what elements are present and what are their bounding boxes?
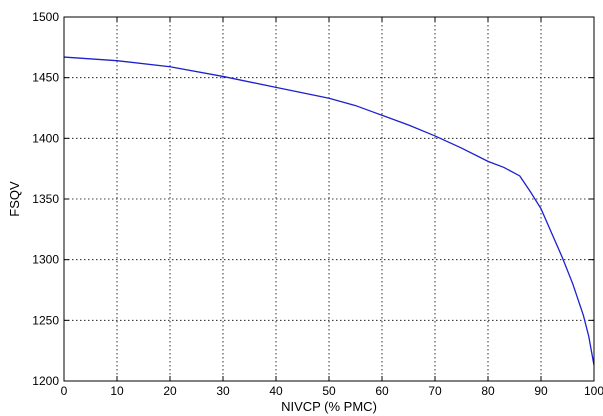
ticks	[63, 16, 595, 382]
x-tick-label: 50	[322, 384, 336, 398]
y-tick-label: 1200	[32, 374, 59, 388]
x-tick-label: 10	[110, 384, 124, 398]
x-tick-labels: 0 10 20 30 40 50 60 70 80 90 100	[61, 384, 603, 398]
y-tick-label: 1450	[32, 71, 59, 85]
y-tick-label: 1250	[32, 313, 59, 327]
grid	[64, 17, 594, 381]
y-tick-labels: 1200 1250 1300 1350 1400 1450 1500	[32, 10, 59, 388]
x-tick-label: 80	[481, 384, 495, 398]
x-axis-label: NIVCP (% PMC)	[281, 399, 377, 414]
series-line-1	[63, 56, 595, 366]
x-tick-label: 100	[584, 384, 603, 398]
y-axis-label: FSQV	[7, 181, 22, 217]
y-tick-label: 1500	[32, 10, 59, 24]
series-layer	[63, 56, 595, 366]
x-tick-label: 70	[428, 384, 442, 398]
y-tick-label: 1350	[32, 192, 59, 206]
x-tick-label: 60	[375, 384, 389, 398]
x-tick-label: 40	[269, 384, 283, 398]
y-tick-label: 1400	[32, 131, 59, 145]
x-tick-label: 90	[534, 384, 548, 398]
x-tick-label: 0	[61, 384, 68, 398]
x-tick-label: 30	[216, 384, 230, 398]
x-tick-label: 20	[163, 384, 177, 398]
y-tick-label: 1300	[32, 253, 59, 267]
